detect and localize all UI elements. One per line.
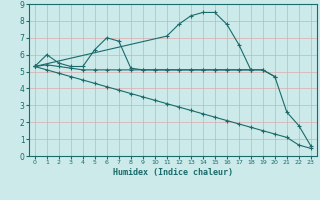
X-axis label: Humidex (Indice chaleur): Humidex (Indice chaleur) bbox=[113, 168, 233, 177]
